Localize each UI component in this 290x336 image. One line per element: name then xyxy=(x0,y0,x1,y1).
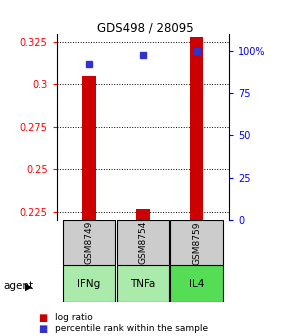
Bar xyxy=(63,265,115,302)
Text: log ratio: log ratio xyxy=(55,313,93,322)
Bar xyxy=(63,220,115,265)
Text: IFNg: IFNg xyxy=(77,279,101,289)
Text: GSM8754: GSM8754 xyxy=(138,221,147,264)
Text: percentile rank within the sample: percentile rank within the sample xyxy=(55,324,208,333)
Text: ■: ■ xyxy=(38,312,47,323)
Bar xyxy=(82,76,96,220)
Text: GDS498 / 28095: GDS498 / 28095 xyxy=(97,22,193,35)
Text: ■: ■ xyxy=(38,324,47,334)
Text: IL4: IL4 xyxy=(189,279,204,289)
Bar xyxy=(136,209,150,220)
Bar xyxy=(117,265,169,302)
Text: GSM8749: GSM8749 xyxy=(84,221,93,264)
Bar xyxy=(117,220,169,265)
Bar xyxy=(190,37,204,220)
Text: TNFa: TNFa xyxy=(130,279,155,289)
Text: agent: agent xyxy=(3,281,33,291)
Bar xyxy=(171,220,223,265)
Text: GSM8759: GSM8759 xyxy=(192,221,201,264)
Bar xyxy=(171,265,223,302)
Text: ▶: ▶ xyxy=(25,281,32,291)
